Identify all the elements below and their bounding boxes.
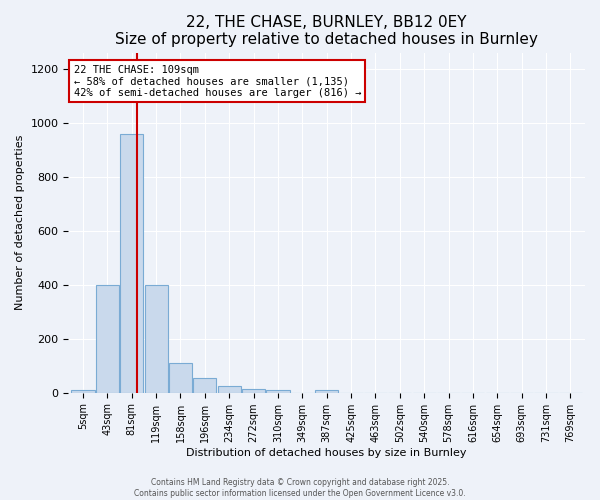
Bar — [266, 390, 290, 392]
Bar — [218, 386, 241, 392]
Bar — [96, 285, 119, 393]
Text: Contains HM Land Registry data © Crown copyright and database right 2025.
Contai: Contains HM Land Registry data © Crown c… — [134, 478, 466, 498]
Y-axis label: Number of detached properties: Number of detached properties — [15, 135, 25, 310]
Bar — [71, 390, 95, 392]
Title: 22, THE CHASE, BURNLEY, BB12 0EY
Size of property relative to detached houses in: 22, THE CHASE, BURNLEY, BB12 0EY Size of… — [115, 15, 538, 48]
Bar — [169, 363, 192, 392]
X-axis label: Distribution of detached houses by size in Burnley: Distribution of detached houses by size … — [187, 448, 467, 458]
Bar — [145, 285, 168, 393]
Bar — [193, 378, 217, 392]
Text: 22 THE CHASE: 109sqm
← 58% of detached houses are smaller (1,135)
42% of semi-de: 22 THE CHASE: 109sqm ← 58% of detached h… — [74, 64, 361, 98]
Bar — [242, 390, 265, 392]
Bar — [315, 390, 338, 392]
Bar — [120, 134, 143, 392]
